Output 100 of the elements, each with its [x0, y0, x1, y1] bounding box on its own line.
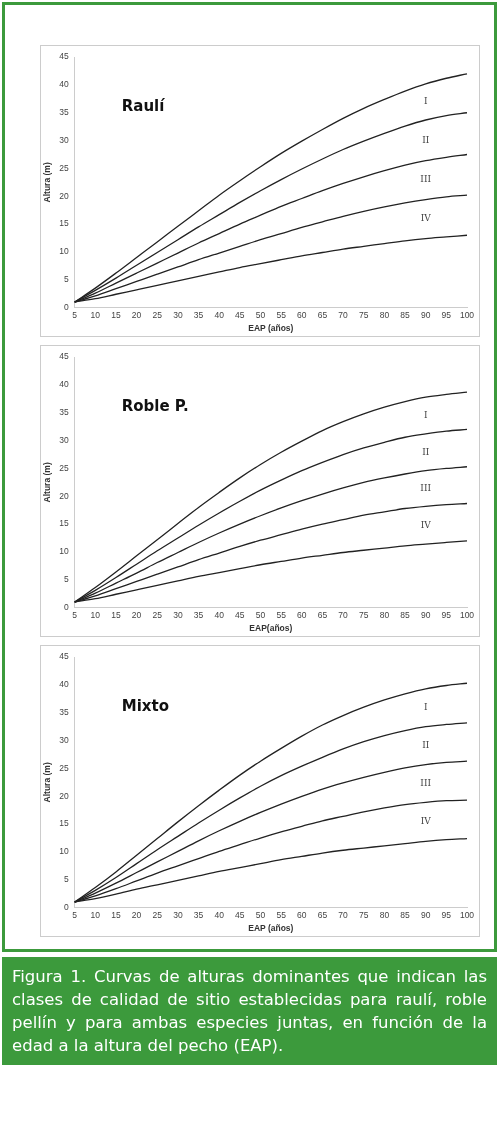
x-tick-label: 75 — [359, 310, 369, 321]
annotation: II — [422, 134, 430, 145]
annotation: III — [420, 174, 432, 185]
x-tick-label: 80 — [379, 910, 390, 921]
x-tick-label: 70 — [338, 310, 349, 321]
annotation: I — [423, 702, 428, 713]
x-tick-label: 100 — [459, 610, 475, 621]
y-tick-label: 0 — [63, 901, 69, 912]
x-tick-label: 30 — [173, 910, 183, 921]
annotation: I — [423, 96, 428, 107]
x-tick-label: 15 — [111, 910, 121, 921]
x-tick-label: 25 — [152, 610, 163, 621]
x-tick-label: 60 — [297, 310, 307, 321]
x-axis-title: EAP (años) — [248, 923, 294, 934]
x-tick-label: 95 — [441, 310, 452, 321]
y-tick-label: 20 — [59, 190, 69, 201]
x-tick-label: 60 — [297, 910, 307, 921]
x-tick-label: 50 — [255, 910, 266, 921]
x-tick-label: 90 — [420, 310, 431, 321]
y-tick-label: 15 — [59, 218, 69, 229]
x-tick-label: 20 — [131, 610, 142, 621]
y-axis-title: Altura (m) — [42, 162, 53, 203]
x-tick-label: 5 — [72, 610, 78, 621]
y-tick-label: 10 — [59, 846, 69, 857]
x-tick-label: 20 — [131, 310, 142, 321]
y-tick-label: 45 — [59, 351, 69, 362]
text: Raulí — [121, 97, 166, 116]
x-tick-label: 50 — [255, 310, 266, 321]
y-axis-title: Altura (m) — [42, 462, 53, 503]
y-tick-label: 35 — [59, 107, 69, 118]
y-tick-label: 30 — [59, 734, 69, 745]
x-tick-label: 65 — [317, 310, 328, 321]
x-tick-label: 95 — [441, 610, 452, 621]
text: Figura 1. Curvas de alturas dominantes que indican las clases de calidad de sitio establecidas para raulí, roble pellín y para ambas especies juntas, en función de la edad a la altura del pecho (EAP). — [2, 957, 497, 1065]
x-tick-label: 95 — [441, 910, 452, 921]
text: Mixto — [121, 697, 169, 716]
y-tick-label: 25 — [59, 462, 69, 473]
y-tick-label: 45 — [59, 51, 69, 62]
x-tick-label: 30 — [173, 610, 183, 621]
y-tick-label: 30 — [59, 434, 69, 445]
x-tick-label: 30 — [173, 310, 183, 321]
x-tick-label: 45 — [235, 910, 245, 921]
annotation: III — [420, 482, 432, 493]
x-tick-label: 55 — [276, 910, 287, 921]
x-tick-label: 80 — [379, 310, 390, 321]
text: Roble P. — [121, 397, 189, 416]
y-tick-label: 5 — [63, 574, 69, 585]
y-tick-label: 40 — [59, 679, 69, 690]
x-tick-label: 10 — [90, 310, 101, 321]
y-tick-label: 20 — [59, 490, 69, 501]
x-tick-label: 15 — [111, 610, 121, 621]
x-tick-label: 100 — [459, 910, 475, 921]
x-tick-label: 5 — [72, 310, 78, 321]
x-tick-label: 55 — [276, 310, 287, 321]
x-tick-label: 100 — [459, 310, 475, 321]
x-tick-label: 15 — [111, 310, 121, 321]
y-tick-label: 40 — [59, 79, 69, 90]
x-tick-label: 60 — [297, 610, 307, 621]
x-tick-label: 50 — [255, 610, 266, 621]
x-tick-label: 25 — [152, 310, 163, 321]
x-tick-label: 80 — [379, 610, 390, 621]
y-tick-label: 10 — [59, 246, 69, 257]
x-tick-label: 40 — [214, 310, 225, 321]
x-tick-label: 35 — [193, 910, 204, 921]
y-tick-label: 15 — [59, 518, 69, 529]
annotation: II — [422, 739, 430, 750]
x-tick-label: 55 — [276, 610, 287, 621]
y-tick-label: 35 — [59, 407, 69, 418]
y-tick-label: 30 — [59, 134, 69, 145]
x-tick-label: 75 — [359, 610, 369, 621]
x-tick-label: 20 — [131, 910, 142, 921]
x-tick-label: 45 — [235, 310, 245, 321]
x-tick-label: 25 — [152, 910, 163, 921]
x-tick-label: 70 — [338, 910, 349, 921]
x-tick-label: 40 — [214, 910, 225, 921]
x-axis-title: EAP(años) — [249, 623, 293, 634]
y-tick-label: 35 — [59, 707, 69, 718]
y-tick-label: 45 — [59, 651, 69, 662]
x-axis-title: EAP (años) — [248, 323, 294, 334]
x-tick-label: 85 — [400, 310, 411, 321]
x-tick-label: 10 — [90, 610, 101, 621]
x-tick-label: 85 — [400, 910, 411, 921]
y-tick-label: 25 — [59, 762, 69, 773]
annotation: IV — [420, 213, 432, 224]
x-tick-label: 65 — [317, 610, 328, 621]
y-axis-title: Altura (m) — [42, 762, 53, 803]
annotation: IV — [420, 519, 432, 530]
annotation: III — [420, 777, 432, 788]
x-tick-label: 65 — [317, 910, 328, 921]
annotation: I — [423, 409, 428, 420]
y-tick-label: 20 — [59, 790, 69, 801]
y-tick-label: 0 — [63, 601, 69, 612]
x-tick-label: 75 — [359, 910, 369, 921]
annotation: IV — [420, 816, 432, 827]
x-tick-label: 10 — [90, 910, 101, 921]
annotation: II — [422, 446, 430, 457]
y-tick-label: 5 — [63, 274, 69, 285]
y-tick-label: 15 — [59, 818, 69, 829]
x-tick-label: 35 — [193, 310, 204, 321]
x-tick-label: 5 — [72, 910, 78, 921]
